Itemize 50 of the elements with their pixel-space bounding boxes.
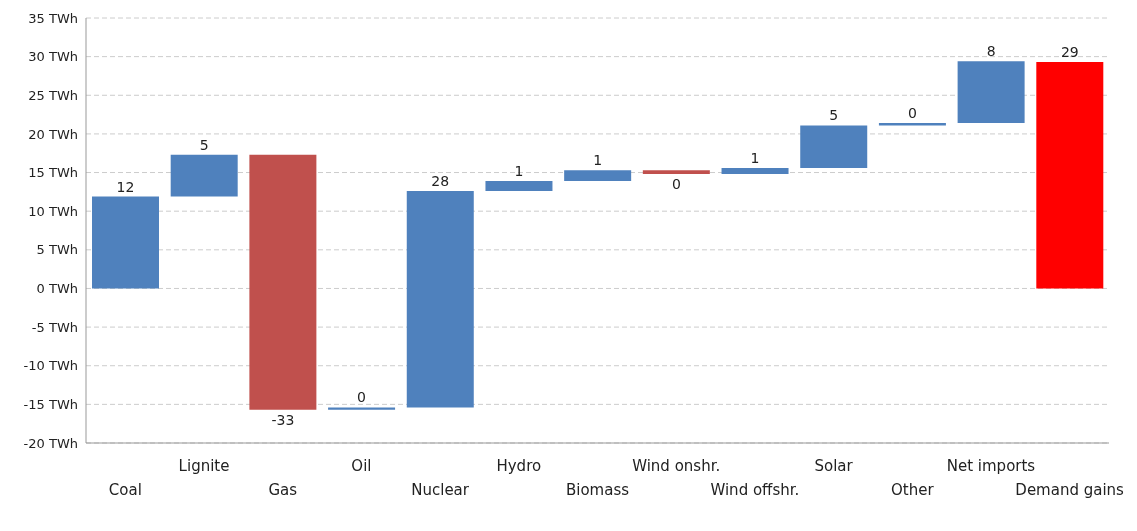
x-tick-label: Net imports <box>946 457 1036 475</box>
y-tick-label: -20 TWh <box>23 435 78 451</box>
y-tick-label: 5 TWh <box>36 242 78 258</box>
bar <box>249 154 317 410</box>
bar <box>1036 62 1104 289</box>
bar <box>957 61 1025 124</box>
data-label: 1 <box>593 152 603 169</box>
data-label: 12 <box>116 178 135 195</box>
bar <box>564 170 632 182</box>
x-tick-label: Solar <box>814 457 854 475</box>
bar <box>328 407 396 410</box>
data-label: 0 <box>357 389 367 406</box>
x-tick-label: Coal <box>108 481 142 499</box>
y-tick-label: -5 TWh <box>31 319 78 335</box>
y-tick-label: 20 TWh <box>28 126 78 142</box>
data-label: 0 <box>907 105 917 122</box>
bar <box>721 167 789 175</box>
x-tick-label: Nuclear <box>411 481 470 499</box>
data-label: 1 <box>750 149 760 166</box>
x-tick-label: Hydro <box>496 457 542 475</box>
y-tick-label: -10 TWh <box>23 358 78 374</box>
y-tick-label: 25 TWh <box>28 87 78 103</box>
bar <box>642 170 710 175</box>
x-tick-label: Wind onshr. <box>632 457 721 475</box>
data-label: 1 <box>514 163 524 180</box>
data-label: 29 <box>1060 44 1079 61</box>
data-label: 28 <box>431 173 450 190</box>
x-tick-label: Wind offshr. <box>710 481 800 499</box>
y-tick-label: 35 TWh <box>28 10 78 26</box>
data-label: -33 <box>271 411 295 428</box>
y-tick-label: 0 TWh <box>36 281 78 297</box>
y-tick-label: -15 TWh <box>23 396 78 412</box>
data-label: 8 <box>986 43 996 60</box>
x-tick-label: Demand gains <box>1015 481 1125 499</box>
data-label: 5 <box>199 136 209 153</box>
y-tick-label: 30 TWh <box>28 49 78 65</box>
bar <box>92 196 159 289</box>
x-tick-label: Gas <box>268 481 298 499</box>
bar <box>406 191 474 408</box>
bar <box>170 154 238 197</box>
x-tick-label: Biomass <box>565 481 630 499</box>
data-label: 0 <box>671 176 681 193</box>
y-tick-label: 15 TWh <box>28 165 78 181</box>
x-tick-label: Lignite <box>178 457 230 475</box>
y-tick-label: 10 TWh <box>28 203 78 219</box>
bar <box>800 125 868 168</box>
x-tick-label: Oil <box>351 457 372 475</box>
bar <box>485 181 553 192</box>
data-label: 5 <box>829 107 839 124</box>
x-tick-label: Other <box>890 481 935 499</box>
